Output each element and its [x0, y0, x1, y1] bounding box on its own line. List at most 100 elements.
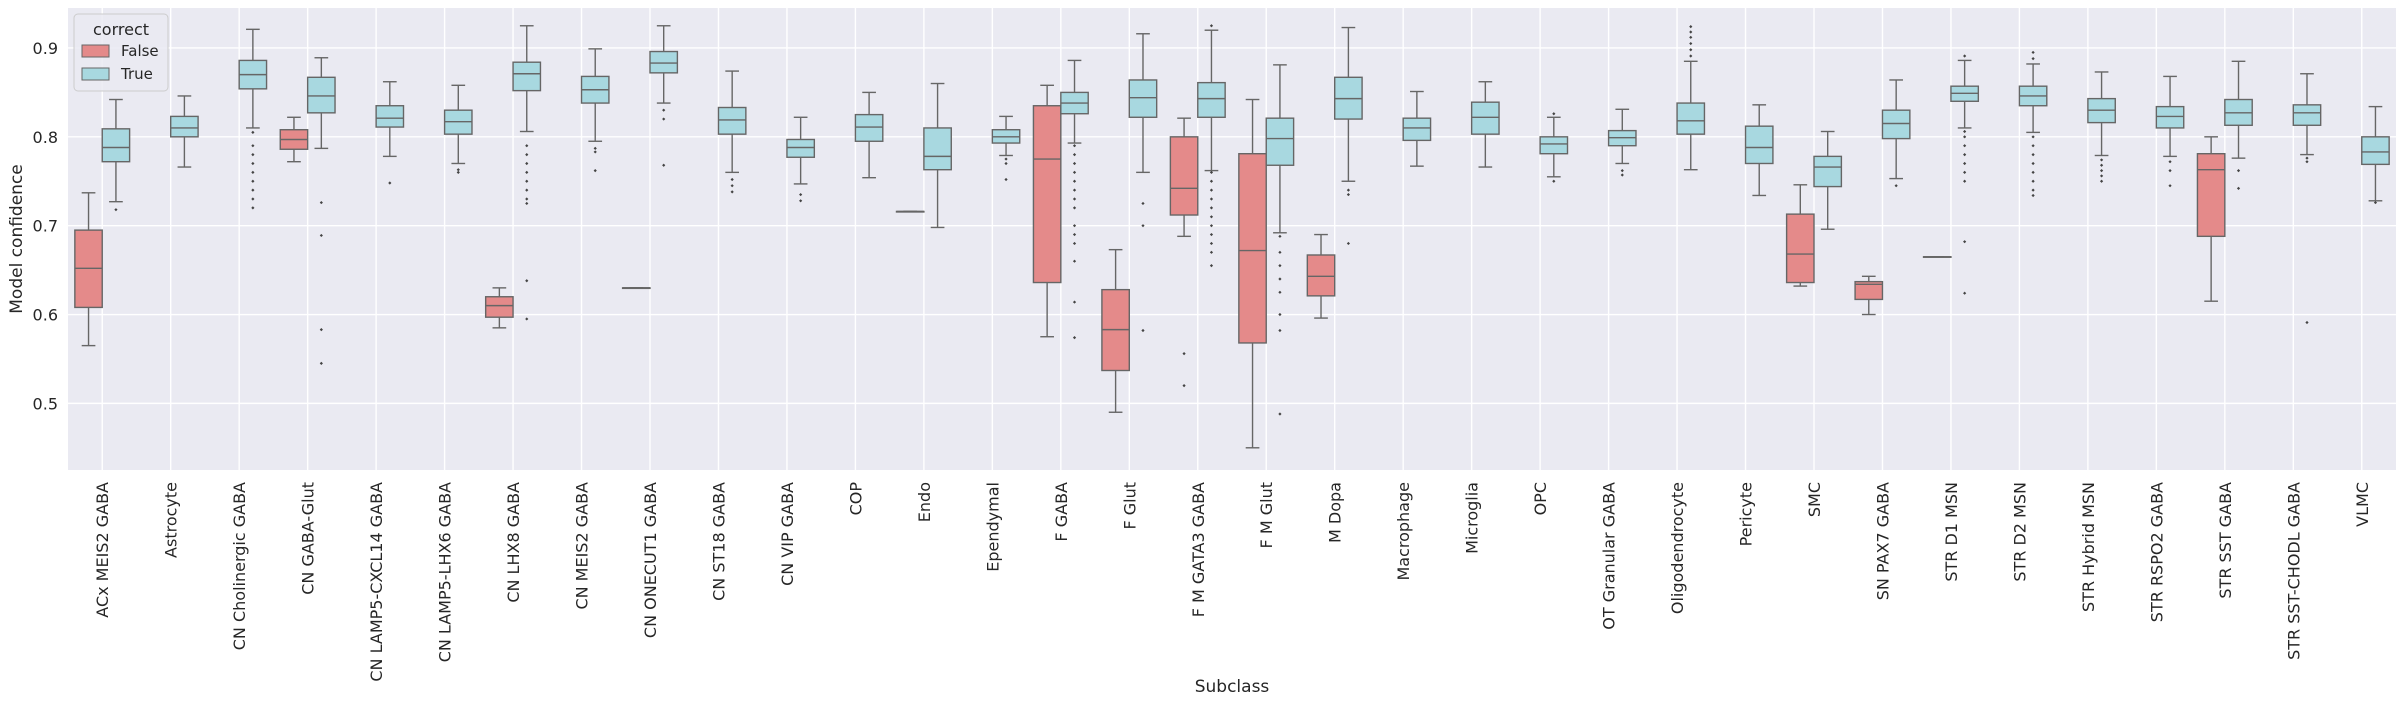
x-tick-label: STR D2 MSN	[2010, 482, 2029, 582]
x-tick-label: OT Granular GABA	[1600, 482, 1619, 630]
box-iqr	[512, 61, 542, 92]
x-tick-label: CN VIP GABA	[778, 482, 797, 586]
box-str-sst-gaba-false	[2196, 136, 2226, 302]
outlier-point	[1004, 157, 1008, 161]
outlier-point	[1141, 328, 1145, 333]
x-tick-label: F GABA	[1052, 482, 1071, 542]
outlier-point	[1209, 197, 1214, 201]
box-iqr	[170, 115, 199, 138]
box-iqr	[2361, 136, 2390, 166]
x-axis-label: Subclass	[1195, 677, 1270, 697]
outlier-point	[251, 206, 255, 210]
outlier-point	[251, 188, 255, 192]
box-endo-false	[895, 210, 925, 213]
outlier-point	[2031, 135, 2035, 139]
box-f-m-gata3-gaba-true	[1197, 24, 1226, 268]
box-iqr	[101, 128, 131, 163]
legend-swatch-false	[81, 44, 110, 58]
outlier-point	[1689, 41, 1693, 46]
outlier-point	[1209, 250, 1214, 254]
legend-swatch-true	[81, 67, 110, 81]
x-tick-label: CN Cholinergic GABA	[230, 482, 249, 650]
x-tick-label: SMC	[1805, 482, 1824, 517]
outlier-point	[525, 201, 529, 206]
outlier-point	[2031, 57, 2035, 61]
outlier-point	[2031, 152, 2035, 157]
box-f-m-glut-false	[1238, 98, 1267, 449]
box-macrophage-true	[1402, 90, 1432, 167]
box-str-d2-msn-true	[2018, 50, 2048, 198]
x-tick-label: STR D1 MSN	[1942, 482, 1961, 582]
outlier-point	[1963, 129, 1967, 134]
outlier-point	[2305, 160, 2309, 164]
box-iqr	[1676, 102, 1706, 135]
box-vlmc-true	[2361, 105, 2390, 205]
box-str-rspo2-gaba-true	[2155, 75, 2185, 188]
box-ependymal-true	[991, 115, 1021, 182]
y-axis-label: Model confidence	[7, 164, 27, 314]
outlier-point	[1072, 144, 1077, 148]
outlier-point	[251, 179, 255, 183]
outlier-point	[251, 130, 255, 134]
outlier-point	[1072, 206, 1077, 210]
outlier-point	[2031, 188, 2035, 192]
box-str-d1-msn-false	[1922, 256, 1952, 258]
box-f-gaba-false	[1032, 84, 1062, 338]
box-ot-granular-gaba-true	[1607, 108, 1637, 177]
box-f-m-gata3-gaba-false	[1169, 117, 1199, 388]
outlier-point	[593, 146, 597, 150]
outlier-point	[1346, 241, 1350, 246]
box-iqr	[1169, 136, 1199, 216]
legend-label-true: True	[120, 65, 153, 83]
outlier-point	[525, 197, 529, 201]
outlier-point	[2236, 168, 2241, 173]
outlier-point	[456, 168, 460, 172]
x-tick-label: Microglia	[1463, 482, 1482, 554]
outlier-point	[2373, 200, 2378, 205]
box-cn-lamp5-cxcl14-gaba-true	[375, 81, 405, 185]
box-m-dopa-false	[1306, 233, 1336, 319]
outlier-point	[525, 188, 529, 192]
outlier-point	[1004, 161, 1008, 166]
outlier-point	[525, 152, 529, 157]
x-axis-ticks: ACx MEIS2 GABA Astrocyte CN Cholinergic GA…	[93, 482, 2372, 682]
outlier-point	[1963, 170, 1967, 174]
box-iqr	[1265, 117, 1295, 166]
outlier-point	[1072, 161, 1077, 166]
outlier-point	[1963, 144, 1967, 148]
outlier-point	[2099, 179, 2104, 183]
box-iqr	[375, 105, 405, 128]
x-tick-label: STR Hybrid MSN	[2079, 482, 2098, 612]
outlier-point	[1182, 352, 1186, 356]
plot-area	[68, 8, 2396, 470]
outlier-point	[1278, 312, 1282, 317]
outlier-point	[1278, 277, 1282, 281]
box-iqr	[1539, 136, 1569, 155]
outlier-point	[525, 279, 529, 283]
outlier-point	[1278, 412, 1282, 416]
x-tick-label: STR RSPO2 GABA	[2147, 482, 2166, 622]
x-tick-label: Endo	[915, 482, 934, 522]
outlier-point	[2031, 161, 2035, 166]
outlier-point	[251, 161, 255, 166]
outlier-point	[1209, 179, 1214, 183]
outlier-point	[319, 233, 323, 238]
legend-title: correct	[93, 20, 149, 39]
outlier-point	[1346, 192, 1350, 197]
box-iqr	[1813, 155, 1843, 188]
outlier-point	[1689, 25, 1693, 29]
box-iqr	[1238, 153, 1267, 344]
outlier-point	[2168, 168, 2172, 173]
outlier-point	[1278, 250, 1282, 254]
outlier-point	[2031, 50, 2035, 55]
box-acx-meis2-gaba-true	[101, 98, 131, 212]
box-iqr	[649, 50, 679, 74]
outlier-point	[799, 199, 803, 203]
outlier-point	[1278, 328, 1282, 333]
box-cn-gaba-glut-true	[306, 57, 336, 365]
outlier-point	[1209, 215, 1214, 219]
x-tick-label: M Dopa	[1326, 482, 1345, 543]
x-tick-label: OPC	[1531, 482, 1550, 515]
